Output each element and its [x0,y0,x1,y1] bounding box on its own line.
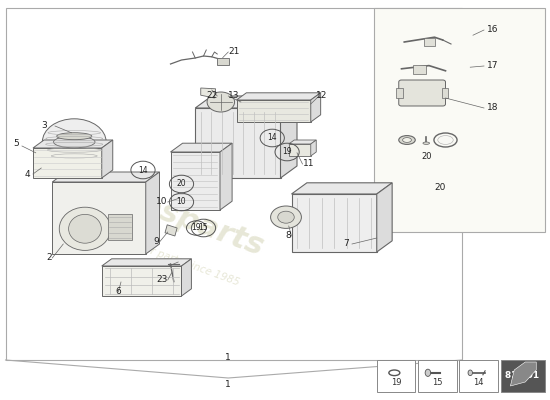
Text: 21: 21 [228,48,240,56]
Polygon shape [170,143,232,152]
Polygon shape [195,108,280,178]
Polygon shape [292,194,377,252]
Text: 14: 14 [267,134,277,142]
Text: 19: 19 [191,224,201,232]
Text: 12: 12 [316,92,328,100]
Polygon shape [220,143,232,210]
Text: 20: 20 [421,152,432,161]
Text: 17: 17 [487,62,498,70]
Text: 3: 3 [41,122,47,130]
Text: a passion for parts since 1985: a passion for parts since 1985 [90,224,240,288]
Bar [418,360,456,392]
Text: 23: 23 [156,276,168,284]
Polygon shape [377,183,392,252]
Polygon shape [52,172,160,182]
Bar [108,214,132,240]
Circle shape [278,211,294,223]
Ellipse shape [59,207,111,250]
Text: 9: 9 [154,238,160,246]
Bar [442,88,448,98]
Polygon shape [236,93,321,100]
Text: 16: 16 [487,26,498,34]
Bar [377,360,415,392]
Text: 19: 19 [390,378,402,387]
Polygon shape [311,93,321,122]
Text: 4: 4 [25,170,30,178]
Text: 8: 8 [286,232,292,240]
Polygon shape [102,266,182,296]
Polygon shape [280,96,297,178]
Text: 2: 2 [47,254,52,262]
Ellipse shape [423,142,430,144]
Bar [374,8,544,232]
Polygon shape [236,100,311,122]
Ellipse shape [468,370,472,376]
Polygon shape [289,140,316,144]
Text: 14: 14 [473,378,484,387]
Bar [396,88,403,98]
Polygon shape [33,140,113,148]
Polygon shape [52,182,146,254]
Polygon shape [182,259,191,296]
Text: 6: 6 [116,288,121,296]
Polygon shape [146,172,159,254]
Bar [412,65,426,74]
Text: 10: 10 [177,198,186,206]
Text: 20: 20 [177,180,186,188]
Text: 7: 7 [344,240,349,248]
Text: eurosparts: eurosparts [83,170,269,262]
Polygon shape [311,140,316,156]
Bar [424,38,434,46]
Text: 1: 1 [226,380,231,389]
Bar [217,58,229,65]
Ellipse shape [57,133,92,140]
Polygon shape [201,88,216,98]
Circle shape [42,119,106,165]
Ellipse shape [403,138,411,142]
Text: 22: 22 [206,92,217,100]
Polygon shape [289,144,311,156]
Text: 19: 19 [282,148,292,156]
Polygon shape [292,183,392,194]
Text: 1: 1 [226,354,231,362]
Text: 820 01: 820 01 [505,372,540,380]
Text: 13: 13 [228,92,240,100]
Text: 14: 14 [138,166,148,174]
Polygon shape [33,148,102,178]
Text: 5: 5 [14,140,19,148]
Bar [459,360,498,392]
Text: 11: 11 [302,160,314,168]
Bar [6,8,462,360]
Text: 18: 18 [487,104,498,112]
Polygon shape [165,225,177,236]
FancyBboxPatch shape [399,80,446,106]
Ellipse shape [69,214,101,243]
Text: 10: 10 [156,198,168,206]
Text: 15: 15 [199,224,208,232]
Bar [500,360,544,392]
Ellipse shape [438,136,453,144]
Polygon shape [510,362,536,386]
Text: 15: 15 [432,378,443,387]
Polygon shape [102,140,113,178]
Polygon shape [170,152,220,210]
Circle shape [207,92,234,112]
Polygon shape [195,96,297,108]
Circle shape [271,206,301,228]
Ellipse shape [53,136,95,148]
Text: 20: 20 [434,184,446,192]
Ellipse shape [399,136,415,144]
Ellipse shape [425,369,431,376]
Polygon shape [102,259,191,266]
